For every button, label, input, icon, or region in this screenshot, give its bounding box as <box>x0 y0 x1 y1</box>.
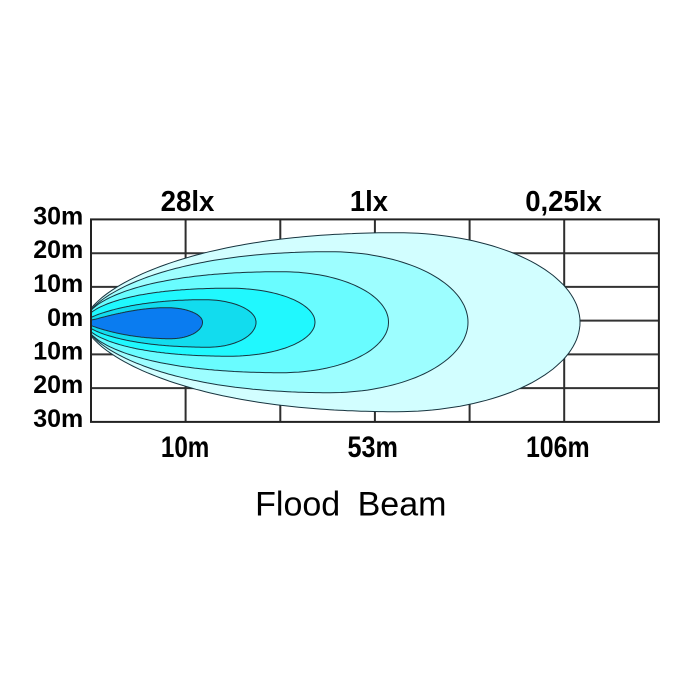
svg-text:0m: 0m <box>47 304 83 332</box>
svg-text:1lx: 1lx <box>350 186 388 218</box>
svg-text:106m: 106m <box>526 431 590 464</box>
svg-text:10m: 10m <box>33 338 83 366</box>
svg-text:20m: 20m <box>33 371 83 399</box>
svg-text:30m: 30m <box>33 405 83 433</box>
svg-text:28lx: 28lx <box>161 186 215 218</box>
svg-text:30m: 30m <box>33 203 83 231</box>
svg-text:20m: 20m <box>33 236 83 264</box>
svg-text:10m: 10m <box>33 270 83 298</box>
svg-text:53m: 53m <box>347 431 398 464</box>
svg-text:Flood Beam: Flood Beam <box>255 486 446 524</box>
svg-text:10m: 10m <box>161 431 210 464</box>
svg-text:0,25lx: 0,25lx <box>525 186 602 218</box>
